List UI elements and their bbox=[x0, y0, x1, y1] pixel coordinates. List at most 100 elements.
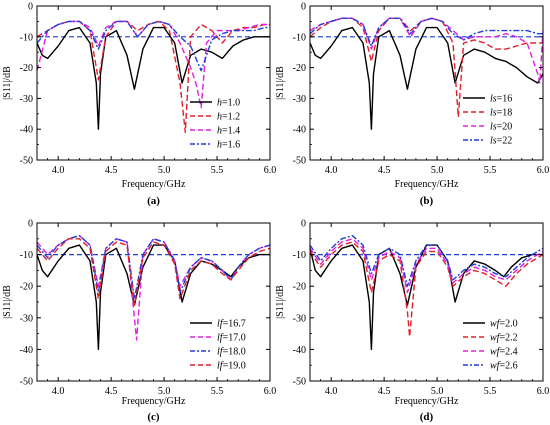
subfigure-label: (b) bbox=[420, 195, 434, 207]
legend-param: wf bbox=[490, 319, 501, 330]
subfigure-label: (a) bbox=[147, 195, 160, 207]
y-tick-label: -40 bbox=[20, 125, 33, 136]
series-line-2 bbox=[37, 234, 270, 300]
y-tick-label: -10 bbox=[20, 250, 33, 261]
y-tick-label: -20 bbox=[293, 282, 306, 293]
legend-param: ls bbox=[490, 108, 497, 119]
x-tick-label: 5.5 bbox=[484, 165, 497, 176]
legend-entry: h=1.2 bbox=[217, 112, 240, 123]
series-line-1 bbox=[310, 17, 543, 118]
x-tick-label: 4.0 bbox=[325, 386, 338, 397]
x-axis-label: Frequency/GHz bbox=[122, 179, 186, 190]
legend-param: h bbox=[217, 126, 222, 137]
y-tick-label: -40 bbox=[293, 345, 306, 356]
legend-value: =16.7 bbox=[223, 319, 246, 330]
x-axis-label: Frequency/GHz bbox=[122, 396, 186, 407]
legend-value: =2.4 bbox=[499, 347, 517, 358]
y-tick-label: -30 bbox=[20, 313, 33, 324]
legend-entry: lf=17.0 bbox=[217, 333, 246, 344]
legend-entry: h=1.4 bbox=[217, 126, 240, 137]
legend-value: =19.0 bbox=[223, 361, 246, 372]
x-axis-label: Frequency/GHz bbox=[395, 179, 459, 190]
legend-entry: ls=20 bbox=[490, 122, 512, 133]
x-tick-label: 4.0 bbox=[52, 165, 65, 176]
y-tick-label: 0 bbox=[28, 219, 33, 230]
legend-value: =1.6 bbox=[222, 140, 240, 151]
y-tick-label: -10 bbox=[293, 32, 306, 43]
series-line-3 bbox=[310, 234, 543, 287]
legend-entry: ls=22 bbox=[490, 136, 512, 147]
chart-panel-c: 4.0 4.5 5.0 5.5 6.0 0 -10 -20 -30 -40 -50 Frequency… bbox=[2, 219, 276, 424]
legend-param: h bbox=[217, 98, 222, 109]
legend-value: =18.0 bbox=[223, 347, 246, 358]
legend-value: =20 bbox=[497, 122, 513, 133]
series-line-2 bbox=[310, 238, 543, 294]
y-tick-label: 0 bbox=[301, 219, 306, 230]
legend-param: ls bbox=[490, 94, 497, 105]
legend-entry: ls=18 bbox=[490, 108, 512, 119]
y-tick-label: -40 bbox=[20, 345, 33, 356]
chart-panel-b: 4.0 4.5 5.0 5.5 6.0 0 -10 -20 -30 -40 -50 Frequency… bbox=[275, 2, 549, 208]
legend-value: =18 bbox=[497, 108, 513, 119]
x-tick-label: 6.0 bbox=[537, 165, 550, 176]
legend-param: lf bbox=[217, 319, 224, 330]
x-tick-label: 5.5 bbox=[484, 386, 497, 397]
x-tick-label: 6.0 bbox=[264, 165, 277, 176]
y-tick-label: -30 bbox=[293, 313, 306, 324]
y-tick-label: -10 bbox=[20, 32, 33, 43]
x-tick-label: 4.5 bbox=[378, 386, 391, 397]
y-tick-label: -20 bbox=[20, 63, 33, 74]
legend-entry: lf=16.7 bbox=[217, 319, 246, 330]
legend-entry: lf=18.0 bbox=[217, 347, 246, 358]
y-tick-label: -50 bbox=[20, 377, 33, 388]
legend-entry: ls=16 bbox=[490, 94, 512, 105]
series-line-2 bbox=[37, 20, 270, 109]
series-line-3 bbox=[37, 238, 270, 306]
y-axis-label: |S11|/dB bbox=[2, 285, 13, 319]
x-tick-label: 5.5 bbox=[211, 386, 224, 397]
x-tick-label: 5.5 bbox=[211, 165, 224, 176]
x-tick-label: 6.0 bbox=[537, 386, 550, 397]
legend-entry: wf=2.6 bbox=[490, 361, 518, 372]
series-line-0 bbox=[310, 26, 543, 130]
x-tick-label: 4.0 bbox=[325, 165, 338, 176]
legend: wf=2.0wf=2.2wf=2.4wf=2.6 bbox=[463, 319, 518, 372]
legend-entry: h=1.6 bbox=[217, 140, 240, 151]
y-tick-label: -40 bbox=[293, 125, 306, 136]
series-line-0 bbox=[310, 244, 543, 351]
subfigure-label: (c) bbox=[147, 411, 160, 423]
legend-entry: wf=2.0 bbox=[490, 319, 518, 330]
legend-entry: wf=2.2 bbox=[490, 333, 518, 344]
x-tick-label: 4.5 bbox=[378, 165, 391, 176]
y-axis-label: |S11|/dB bbox=[275, 66, 286, 100]
legend-param: wf bbox=[490, 361, 501, 372]
x-axis-label: Frequency/GHz bbox=[395, 396, 459, 407]
x-tick-label: 4.0 bbox=[52, 386, 65, 397]
legend-param: lf bbox=[217, 361, 224, 372]
legend-param: lf bbox=[217, 347, 224, 358]
subfigure-label: (d) bbox=[420, 411, 434, 423]
chart-panel-d: 4.0 4.5 5.0 5.5 6.0 0 -10 -20 -30 -40 -50 Frequency… bbox=[275, 219, 549, 424]
y-tick-label: 0 bbox=[301, 2, 306, 13]
x-tick-label: 4.5 bbox=[105, 386, 118, 397]
y-axis-label: |S11|/dB bbox=[275, 285, 286, 319]
x-tick-label: 6.0 bbox=[264, 386, 277, 397]
legend-value: =17.0 bbox=[223, 333, 246, 344]
legend-param: h bbox=[217, 112, 222, 123]
y-tick-label: -50 bbox=[293, 377, 306, 388]
legend-param: h bbox=[217, 140, 222, 151]
x-tick-label: 5.0 bbox=[431, 165, 444, 176]
y-tick-label: -20 bbox=[20, 282, 33, 293]
legend-value: =1.2 bbox=[222, 112, 240, 123]
legend-entry: wf=2.4 bbox=[490, 347, 518, 358]
legend-param: wf bbox=[490, 347, 501, 358]
y-tick-label: -10 bbox=[293, 250, 306, 261]
legend-value: =2.6 bbox=[499, 361, 517, 372]
chart-panel-a: 4.0 4.5 5.0 5.5 6.0 0 -10 -20 -30 -40 -50 Frequency… bbox=[2, 2, 276, 208]
legend-value: =2.2 bbox=[499, 333, 517, 344]
legend-entry: h=1.0 bbox=[217, 98, 240, 109]
series-line-0 bbox=[37, 244, 270, 351]
